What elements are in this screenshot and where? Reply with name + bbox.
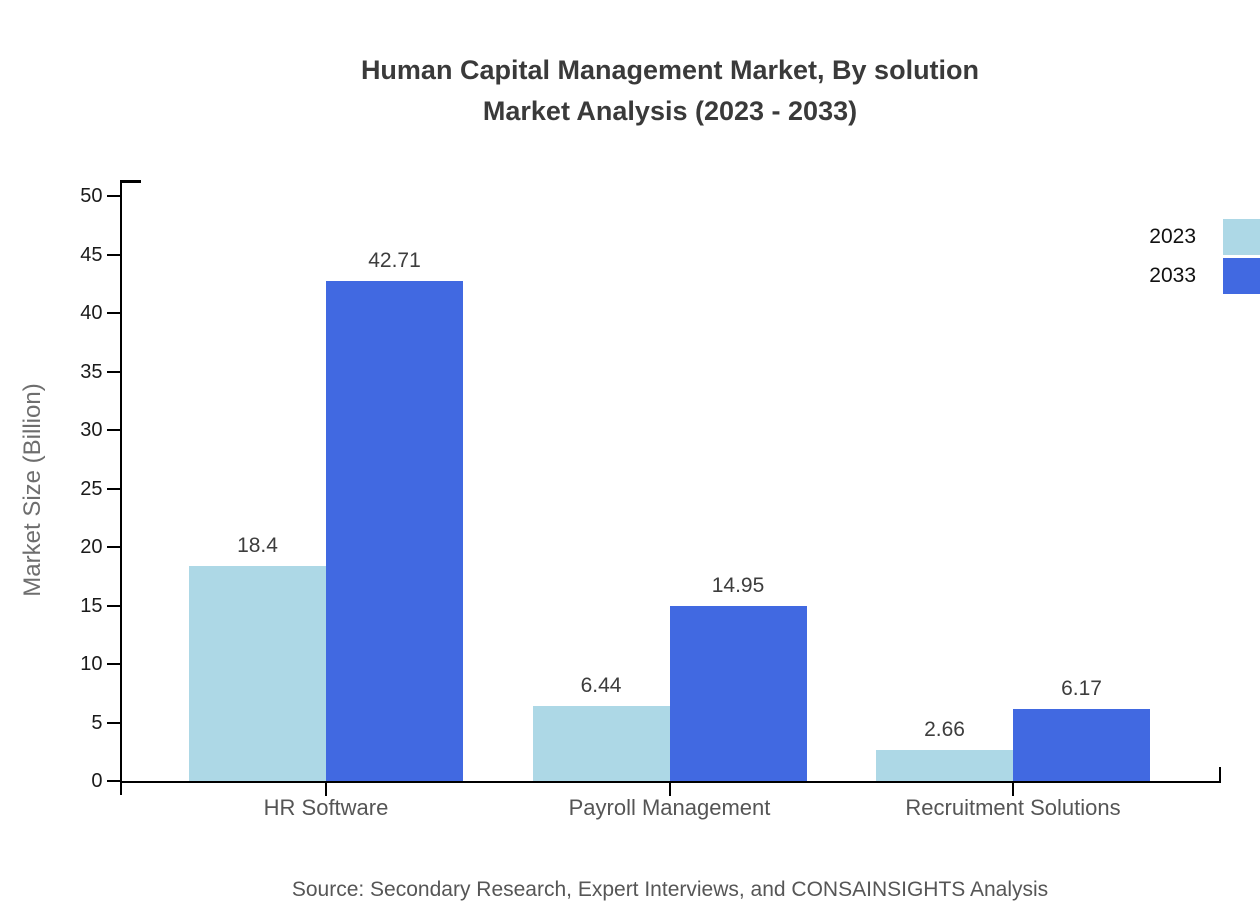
legend-swatch-2023 bbox=[1223, 219, 1260, 255]
x-tick bbox=[325, 783, 327, 796]
y-tick-label: 15 bbox=[80, 594, 103, 617]
x-tick bbox=[1012, 783, 1014, 796]
y-tick bbox=[106, 721, 120, 724]
y-tick-label: 35 bbox=[80, 360, 103, 383]
y-tick bbox=[106, 604, 120, 607]
y-tick-label: 30 bbox=[80, 419, 103, 441]
legend-swatch-2033 bbox=[1223, 258, 1260, 294]
bar-value-label: 6.17 bbox=[1061, 676, 1102, 700]
source-note: Source: Secondary Research, Expert Inter… bbox=[291, 878, 1049, 901]
bar-value-label: 42.71 bbox=[368, 249, 421, 273]
legend-item-2023: 2023 bbox=[1149, 219, 1260, 255]
y-tick-label: 0 bbox=[91, 770, 103, 792]
y-axis-top-cap-icon bbox=[119, 180, 141, 183]
bar-value-label: 6.44 bbox=[580, 673, 622, 697]
legend-label-2033: 2033 bbox=[1149, 264, 1196, 287]
x-axis-category-label: HR Software bbox=[263, 795, 389, 820]
y-tick bbox=[106, 487, 120, 490]
bar-2023-hr-software bbox=[189, 565, 326, 781]
bar-2023-recruitment-solutions bbox=[876, 749, 1013, 781]
y-tick bbox=[106, 312, 120, 314]
y-tick bbox=[106, 370, 120, 373]
bar-value-label: 18.4 bbox=[237, 533, 278, 557]
chart-title-line1: Human Capital Management Market, By solu… bbox=[360, 55, 980, 85]
bar-value-label: 2.66 bbox=[924, 717, 965, 741]
bar-2033-recruitment-solutions bbox=[1013, 708, 1150, 781]
chart-title: Human Capital Management Market, By solu… bbox=[80, 50, 1260, 132]
x-axis-right-cap-icon bbox=[1218, 767, 1221, 783]
y-tick-label: 5 bbox=[91, 711, 103, 734]
x-axis-category-label: Recruitment Solutions bbox=[905, 795, 1121, 820]
x-axis-category-label: Payroll Management bbox=[568, 795, 771, 820]
bar-2033-payroll-management bbox=[669, 606, 807, 781]
bar-2033-hr-software bbox=[326, 281, 463, 781]
x-tick bbox=[668, 783, 671, 796]
y-tick bbox=[106, 663, 120, 665]
y-tick bbox=[106, 429, 120, 431]
bar-2023-payroll-management bbox=[532, 705, 670, 781]
y-tick bbox=[106, 780, 120, 782]
legend-label-2023: 2023 bbox=[1149, 225, 1196, 248]
y-tick-label: 25 bbox=[80, 477, 103, 500]
y-tick-label: 50 bbox=[80, 185, 103, 207]
y-tick bbox=[106, 253, 120, 256]
legend-item-2033: 2033 bbox=[1149, 258, 1260, 294]
legend: 2023 2033 bbox=[1149, 219, 1260, 297]
bar-value-label: 14.95 bbox=[711, 574, 765, 598]
y-tick-label: 45 bbox=[80, 243, 103, 266]
y-tick bbox=[106, 195, 120, 197]
y-tick-label: 10 bbox=[80, 653, 103, 675]
y-axis-line bbox=[119, 180, 122, 795]
x-axis-line bbox=[119, 780, 1221, 783]
y-tick-label: 40 bbox=[80, 302, 103, 324]
chart-title-line2: Market Analysis (2023 - 2033) bbox=[482, 96, 858, 126]
y-tick bbox=[106, 546, 120, 548]
y-tick-label: 20 bbox=[80, 536, 103, 558]
